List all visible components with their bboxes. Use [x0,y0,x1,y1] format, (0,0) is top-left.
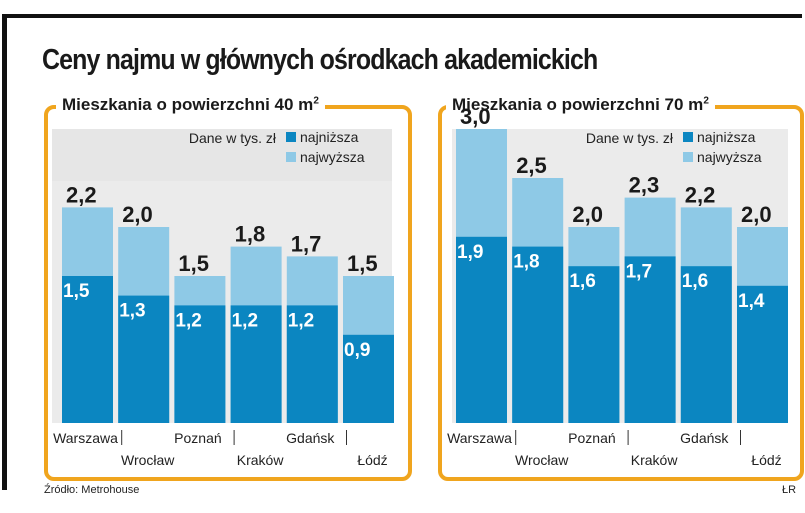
legend-label-low-40: najniższa [300,129,359,145]
bar-low-70-1 [512,246,564,423]
chart-title-70-text: Mieszkania o powierzchni 70 m [452,95,704,114]
label-high-40-4: 1,7 [291,231,322,256]
label-low-40-1: 1,3 [119,301,145,322]
tick-label-40-0: Warszawa [53,430,118,446]
tick-label-70-1: Wrocław [515,452,569,468]
chart-title-40: Mieszkania o powierzchni 40 m2 [56,95,325,115]
bar-low-70-2 [568,266,620,423]
tick-label-70-5: Łódź [751,452,781,468]
legend-label-high-70: najwyższa [697,149,762,165]
label-high-70-1: 2,5 [516,153,547,178]
legend-label-low-70: najniższa [697,129,756,145]
bar-low-40-4 [286,305,338,423]
chart-title-70-sup: 2 [703,95,709,107]
label-high-70-4: 2,2 [685,182,716,207]
label-high-40-1: 2,0 [122,202,153,227]
plot-band-top-40 [52,129,392,181]
label-low-70-1: 1,8 [513,252,539,273]
tick-label-40-3: Kraków [237,452,285,468]
label-high-70-0: 3,0 [460,104,491,129]
label-high-40-2: 1,5 [178,251,209,276]
chart-title-70: Mieszkania o powierzchni 70 m2 [446,95,715,115]
label-high-40-5: 1,5 [347,251,378,276]
label-low-70-0: 1,9 [457,242,483,263]
corner-bar-left [2,14,7,490]
tick-label-70-0: Warszawa [447,430,512,446]
bar-low-40-0 [62,276,113,423]
label-low-40-5: 0,9 [344,340,370,361]
bar-low-70-3 [624,256,676,423]
legend-swatch-high-40 [286,152,296,162]
tick-label-70-2: Poznań [568,430,615,446]
bar-low-40-1 [118,295,170,423]
label-high-70-2: 2,0 [572,202,603,227]
chart-title-40-text: Mieszkania o powierzchni 40 m [62,95,314,114]
chart-subtitle-40: Dane w tys. zł [189,130,277,146]
label-high-70-3: 2,3 [629,173,660,198]
tick-label-40-5: Łódź [357,452,387,468]
author-initials: ŁR [782,484,797,496]
label-low-40-3: 1,2 [232,310,258,331]
bar-low-70-4 [680,266,732,423]
label-high-40-0: 2,2 [66,182,97,207]
label-high-40-3: 1,8 [235,222,266,247]
corner-bar-top [2,14,802,18]
tick-label-40-4: Gdańsk [286,430,335,446]
legend-swatch-low-70 [683,132,693,142]
label-low-40-4: 1,2 [288,310,314,331]
chart-subtitle-70: Dane w tys. zł [586,130,674,146]
bar-low-40-2 [174,305,226,423]
legend-label-high-40: najwyższa [300,149,365,165]
tick-label-40-1: Wrocław [121,452,175,468]
tick-label-70-4: Gdańsk [680,430,729,446]
bar-low-40-3 [230,305,282,423]
page-title: Ceny najmu w głównych ośrodkach akademic… [42,44,598,76]
bar-low-70-5 [737,285,788,423]
label-low-70-5: 1,4 [738,291,765,312]
chart-title-40-sup: 2 [313,95,319,107]
bar-low-70-0 [456,236,507,423]
tick-label-70-3: Kraków [631,452,679,468]
bar-low-40-5 [343,334,394,423]
label-low-40-2: 1,2 [175,310,201,331]
legend-swatch-high-70 [683,152,693,162]
label-low-70-4: 1,6 [682,271,708,292]
legend-swatch-low-40 [286,132,296,142]
label-low-40-0: 1,5 [63,281,90,302]
plot-background-70 [452,129,788,423]
label-high-70-5: 2,0 [741,202,772,227]
label-low-70-3: 1,7 [626,261,652,282]
tick-label-40-2: Poznań [174,430,221,446]
source-note: Źródło: Metrohouse [44,484,140,496]
label-low-70-2: 1,6 [569,271,595,292]
